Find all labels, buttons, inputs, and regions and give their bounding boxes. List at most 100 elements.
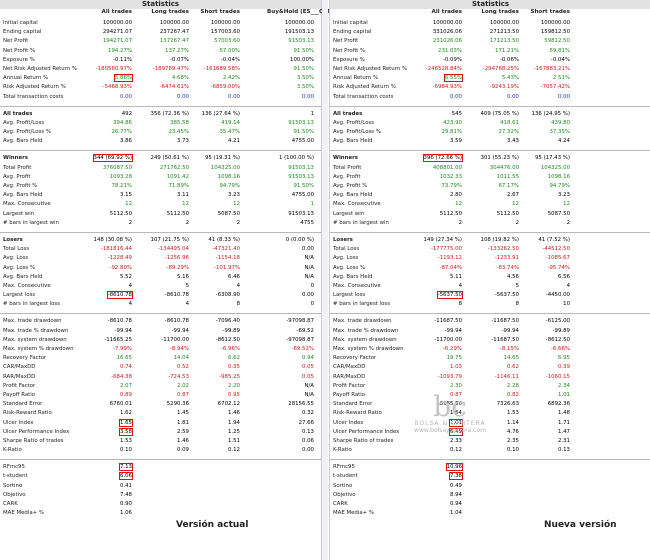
- stat-row: Max. Consecutive 12 12 12: [330, 200, 650, 209]
- stat-label: Annual Return %: [333, 75, 379, 82]
- stat-value: -161689.58%: [203, 65, 240, 72]
- stat-row: # bars in largest loss 8 8 10: [330, 300, 650, 309]
- highlighted-value: 7.13: [118, 463, 134, 472]
- stat-value: 2.35: [506, 437, 519, 444]
- stat-label: MAE Media+ %: [3, 510, 45, 517]
- version-label: Nueva versión: [544, 520, 617, 530]
- col-buy-hold: Buy&Hold (ES___CCB): [267, 9, 334, 15]
- stat-value: -180580.97%: [95, 65, 132, 72]
- stat-row: Sortino 0.49: [330, 482, 650, 491]
- stat-row: Largest win 5112.50 5112.50 5087.50 91503.13: [0, 210, 321, 219]
- stat-value: 137267.47: [159, 38, 189, 45]
- stat-row: t-student 7.38: [330, 472, 650, 481]
- stat-value: 2: [185, 219, 189, 226]
- stat-value: 0.00: [119, 93, 132, 100]
- stat-row: Risk-Reward Ratio 1.64 1.53 1.48: [330, 409, 650, 418]
- stat-value: 8: [515, 301, 519, 308]
- stat-value: 4755.00: [291, 192, 314, 199]
- stat-value: -8612.50: [545, 336, 570, 343]
- watermark-url: www.bolsaycartera.com: [414, 427, 486, 434]
- stat-value: N/A: [304, 382, 314, 389]
- stat-label: CAR/MaxDD: [333, 364, 366, 371]
- stat-value: 1091.42: [166, 173, 189, 180]
- stat-value: 137.27%: [165, 47, 189, 54]
- stat-label: Ulcer Performance Index: [3, 428, 70, 435]
- stat-row: All trades 492 356 (72.36 %) 136 (27.64 %) 1: [0, 110, 321, 119]
- stat-label: Total Profit: [3, 164, 32, 171]
- stat-value: 95 (19.31 %): [204, 155, 240, 162]
- stat-row: MAE Media+ % 1.04: [330, 509, 650, 518]
- stat-row: Avg. Bars Held 2.80 2.67 3.23: [330, 191, 650, 200]
- stat-value: 0.12: [227, 447, 240, 454]
- stat-label: Losers: [3, 236, 23, 243]
- stat-value: -69.52: [296, 327, 314, 334]
- stat-label: Standard Error: [3, 401, 43, 408]
- stat-value: 2.80: [449, 192, 462, 199]
- stat-row: Total transaction costs 0.00 0.00 0.00 0.00: [0, 93, 321, 102]
- stat-label: Avg. Profit %: [3, 183, 38, 189]
- stat-row: Avg. Bars Held 3.15 3.11 3.23 4755.00: [0, 191, 321, 200]
- stat-label: Initial capital: [3, 20, 38, 26]
- stat-value: 1.53: [506, 410, 519, 417]
- stat-value: 2: [128, 219, 132, 226]
- stat-value: 148 (30.08 %): [93, 236, 132, 243]
- stat-value: 171.21%: [495, 47, 519, 54]
- highlighted-value: 7.38: [448, 472, 464, 481]
- stat-label: K-Ratio: [3, 447, 22, 454]
- stat-value: 5112.50: [496, 210, 519, 217]
- stat-row: Ulcer Index 1.01 1.14 1.71: [330, 418, 650, 428]
- stat-value: -8610.78: [107, 318, 132, 325]
- stat-value: 4: [185, 301, 189, 308]
- stat-value: -11687.50: [434, 318, 462, 325]
- stat-row: Avg. Profit % 78.21% 71.89% 94.79% 91.50%: [0, 182, 321, 191]
- stat-label: # bars in largest win: [333, 219, 389, 226]
- stat-row: Ulcer Index 1.65 1.81 1.94 27.66: [0, 418, 321, 428]
- stat-label: Avg. Profit %: [333, 183, 368, 189]
- stat-value: -684.38: [111, 373, 132, 380]
- stat-value: 5112.50: [166, 210, 189, 217]
- stat-value: 12: [125, 201, 132, 208]
- stat-value: 0.12: [449, 447, 462, 454]
- stat-label: CAR/MaxDD: [3, 364, 36, 371]
- stat-value: -724.53: [168, 373, 189, 380]
- stat-value: 1.53: [119, 437, 132, 444]
- stat-value: N/A: [304, 391, 314, 398]
- stat-value: 301 (55.23 %): [480, 155, 519, 162]
- stat-value: 3.50%: [296, 75, 314, 82]
- stat-value: 35.47%: [219, 129, 240, 136]
- stat-label: Largest win: [3, 210, 35, 217]
- stat-value: -47321.40: [212, 246, 240, 253]
- stat-value: 100000.00: [210, 20, 240, 26]
- stat-value: 2.67: [506, 192, 519, 199]
- stat-label: Avg. Bars Held: [3, 273, 43, 280]
- stat-value: 1.81: [176, 419, 189, 426]
- stat-value: 0.09: [176, 447, 189, 454]
- stat-label: Payoff Ratio: [3, 391, 36, 398]
- stat-value: 394.86: [113, 119, 132, 126]
- stat-value: -5637.50: [494, 292, 519, 299]
- stat-value: 191503.13: [284, 29, 314, 36]
- stat-value: -99.94: [444, 327, 462, 334]
- stat-value: 0.90: [119, 501, 132, 507]
- stat-label: Ending capital: [333, 29, 372, 36]
- stat-row: # bars in largest win 2 2 2: [330, 219, 650, 228]
- highlighted-value: 6.06: [118, 472, 134, 481]
- stat-value: 0.00: [557, 93, 570, 100]
- stat-label: Net Profit %: [333, 47, 366, 54]
- stat-row: Net Profit % 231.03% 171.21% 59.81%: [330, 47, 650, 56]
- stat-value: 2.33: [449, 437, 462, 444]
- stat-value: 0.94: [449, 501, 462, 507]
- stat-value: 136 (27.64 %): [201, 110, 240, 117]
- stat-value: 57.00%: [219, 47, 240, 54]
- stat-row: Avg. Profit 1032.33 1011.55 1098.16: [330, 173, 650, 182]
- stat-value: 0.00: [301, 447, 314, 454]
- stat-label: Avg. Loss: [333, 255, 359, 262]
- col-short-trades: Short trades: [530, 9, 570, 15]
- stat-value: 7326.63: [496, 401, 519, 408]
- stat-value: -1146.11: [494, 373, 519, 380]
- stat-value: 0.95: [227, 391, 240, 398]
- stat-value: 0.13: [301, 428, 314, 435]
- stat-value: 5.16: [176, 273, 189, 280]
- stat-value: -11687.50: [491, 336, 519, 343]
- stat-row: Avg. Bars Held 5.52 5.16 6.46 N/A: [0, 273, 321, 282]
